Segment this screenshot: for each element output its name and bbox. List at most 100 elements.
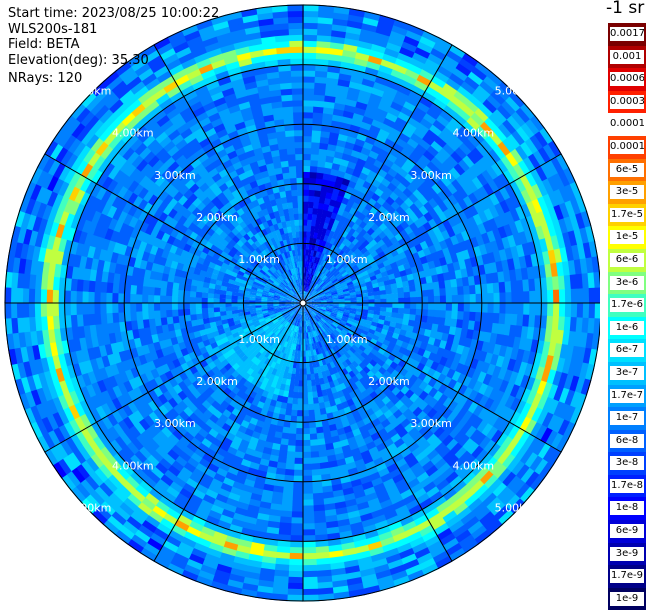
heatmap-cell: [303, 52, 317, 59]
heatmap-cell: [559, 289, 566, 304]
heatmap-cell: [142, 303, 149, 312]
heatmap-cell: [565, 303, 572, 318]
heatmap-cell: [10, 302, 17, 318]
heatmap-cell: [213, 298, 220, 303]
heatmap-cell: [470, 303, 477, 313]
heatmap-cell: [302, 523, 315, 530]
heatmap-cell: [571, 303, 578, 318]
heatmap-cell: [595, 287, 600, 303]
heatmap-cell: [303, 112, 314, 119]
heatmap-cell: [201, 303, 208, 309]
heatmap-cell: [547, 290, 554, 304]
heatmap-cell: [295, 446, 303, 453]
heatmap-cell: [577, 288, 584, 303]
heatmap-cell: [553, 303, 560, 317]
heatmap-cell: [302, 559, 317, 566]
heatmap-cell: [523, 291, 530, 304]
heatmap-cell: [302, 577, 317, 584]
heatmap-cell: [189, 297, 196, 303]
heatmap-cell: [58, 302, 65, 315]
heatmap-cell: [195, 297, 202, 303]
heatmap-cell: [213, 303, 220, 308]
heatmap-cell: [292, 398, 298, 405]
heatmap-cell: [189, 308, 196, 315]
heatmap-cell: [40, 302, 47, 317]
heatmap-cell: [106, 292, 113, 303]
heatmap-cell: [207, 307, 214, 313]
heatmap-cell: [293, 488, 304, 495]
heatmap-cell: [294, 458, 303, 465]
heatmap-cell: [303, 94, 315, 101]
heatmap-cell: [307, 374, 312, 381]
heatmap-cell: [147, 303, 154, 312]
heatmap-cell: [231, 299, 238, 303]
heatmap-cell: [303, 40, 317, 47]
heatmap-cell: [369, 303, 376, 307]
heatmap-cell: [297, 398, 303, 405]
heatmap-cell: [303, 177, 310, 184]
heatmap-cell: [28, 302, 35, 317]
heatmap-cell: [310, 172, 318, 179]
heatmap-cell: [172, 289, 179, 297]
heatmap-cell: [159, 295, 166, 303]
heatmap-cell: [171, 303, 178, 310]
heatmap-cell: [440, 296, 447, 304]
heatmap-cell: [303, 153, 311, 160]
heatmap-cell: [195, 308, 202, 314]
heatmap-cell: [303, 434, 311, 441]
heatmap-cell: [171, 296, 178, 303]
heatmap-cell: [291, 517, 303, 524]
heatmap-cell: [493, 303, 500, 314]
heatmap-cell: [583, 288, 590, 304]
heatmap-cell: [505, 303, 512, 315]
heatmap-cell: [303, 464, 312, 471]
heatmap-cell: [363, 303, 370, 307]
heatmap-cell: [303, 452, 312, 459]
heatmap-cell: [302, 553, 316, 560]
heatmap-cell: [303, 76, 316, 83]
heatmap-cell: [308, 398, 314, 405]
heatmap-cell: [374, 295, 381, 300]
heatmap-cell: [288, 565, 303, 572]
heatmap-cell: [446, 295, 453, 303]
heatmap-cell: [219, 298, 226, 303]
heatmap-cell: [398, 292, 405, 298]
heatmap-cell: [201, 297, 208, 303]
heatmap-cell: [565, 289, 572, 304]
heatmap-cell: [292, 499, 303, 506]
heatmap-cell: [303, 100, 314, 107]
heatmap-cell: [177, 309, 184, 316]
heatmap-cell: [165, 303, 172, 311]
heatmap-cell: [303, 231, 307, 238]
heatmap-cell: [177, 296, 184, 303]
heatmap-cell: [22, 288, 29, 303]
heatmap-cell: [100, 292, 107, 303]
heatmap-cell: [410, 291, 417, 298]
heatmap-cell: [94, 303, 101, 314]
heatmap-cell: [541, 303, 548, 317]
heatmap-cell: [177, 303, 184, 310]
heatmap-cell: [404, 303, 411, 309]
heatmap-cell: [309, 189, 316, 196]
heatmap-cell: [130, 294, 137, 304]
heatmap-cell: [303, 499, 314, 506]
heatmap-cell: [404, 297, 411, 303]
heatmap-cell: [488, 303, 495, 314]
heatmap-cell: [112, 293, 119, 304]
heatmap-cell: [302, 541, 315, 548]
heatmap-cell: [589, 303, 596, 319]
heatmap-cell: [434, 303, 441, 311]
heatmap-cell: [298, 392, 303, 399]
heatmap-cell: [398, 303, 405, 309]
heatmap-cell: [308, 410, 315, 417]
heatmap-cell: [296, 422, 303, 429]
heatmap-cell: [153, 295, 160, 303]
heatmap-cell: [434, 296, 441, 304]
heatmap-cell: [517, 291, 524, 303]
heatmap-cell: [452, 295, 459, 304]
heatmap-cell: [303, 28, 318, 35]
heatmap-cell: [303, 88, 315, 95]
heatmap-cell: [303, 422, 310, 429]
heatmap-cell: [289, 553, 303, 560]
